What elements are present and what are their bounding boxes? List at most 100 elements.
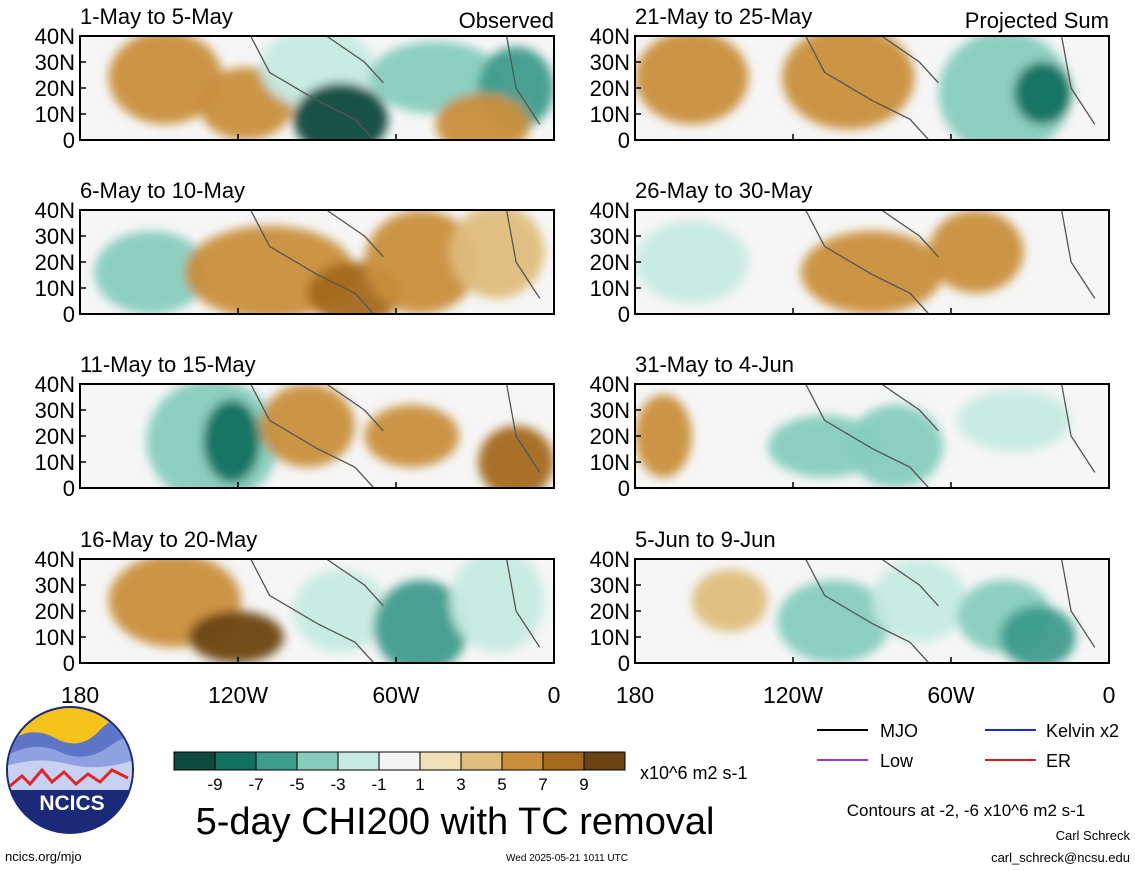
latitude-tick-label: 20N bbox=[35, 250, 75, 275]
colorbar-swatch bbox=[173, 751, 216, 771]
colorbar-tick-label: 9 bbox=[579, 775, 588, 794]
colorbar-tick-label: 3 bbox=[456, 775, 465, 794]
shading-region bbox=[94, 230, 208, 314]
panel-date-range: 6-May to 10-May bbox=[80, 178, 245, 203]
shading-region bbox=[373, 579, 469, 663]
colorbar-tick-label: -9 bbox=[207, 775, 222, 794]
chi200-shading bbox=[635, 210, 1024, 314]
colorbar-swatch bbox=[214, 751, 257, 771]
chi200-shading bbox=[108, 559, 545, 663]
column-label: Projected Sum bbox=[965, 8, 1109, 33]
longitude-tick-label: 0 bbox=[548, 682, 561, 708]
latitude-tick-label: 10N bbox=[590, 450, 630, 475]
coastline bbox=[805, 384, 1096, 488]
shading-region bbox=[635, 36, 749, 125]
latitude-tick-label: 0 bbox=[63, 651, 75, 676]
chi200-shading bbox=[94, 210, 545, 314]
latitude-tick-label: 20N bbox=[590, 250, 630, 275]
latitude-tick-label: 40N bbox=[590, 198, 630, 223]
latitude-tick-label: 30N bbox=[35, 50, 75, 75]
latitude-tick-label: 20N bbox=[35, 76, 75, 101]
coastline bbox=[805, 36, 1096, 140]
chi200-shading bbox=[635, 389, 1072, 488]
shading-region bbox=[478, 425, 554, 488]
longitude-tick-label: 120W bbox=[763, 682, 823, 708]
shading-region bbox=[260, 384, 355, 468]
colorbar-tick-label: 5 bbox=[497, 775, 506, 794]
longitude-tick-label: 120W bbox=[208, 682, 268, 708]
chi200-shading bbox=[108, 36, 554, 140]
chart-title: 5-day CHI200 with TC removal bbox=[196, 801, 715, 843]
latitude-tick-label: 20N bbox=[35, 599, 75, 624]
latitude-tick-label: 0 bbox=[618, 302, 630, 327]
panel-date-range: 11-May to 15-May bbox=[80, 352, 256, 377]
panel-date-range: 31-May to 4-Jun bbox=[635, 352, 794, 377]
colorbar-swatch bbox=[542, 751, 585, 771]
shading-region bbox=[364, 210, 479, 314]
latitude-tick-label: 0 bbox=[618, 128, 630, 153]
colorbar-swatch bbox=[255, 751, 298, 771]
latitude-tick-label: 30N bbox=[590, 50, 630, 75]
shading-region bbox=[108, 36, 223, 125]
colorbar-swatch bbox=[378, 751, 421, 771]
timestamp: Wed 2025-05-21 1011 UTC bbox=[506, 853, 628, 864]
panel-date-range: 26-May to 30-May bbox=[635, 178, 812, 203]
shading-region bbox=[957, 389, 1072, 452]
latitude-tick-label: 0 bbox=[618, 651, 630, 676]
latitude-tick-label: 20N bbox=[35, 424, 75, 449]
colorbar-swatch bbox=[460, 751, 503, 771]
coastline bbox=[250, 210, 541, 314]
latitude-tick-label: 30N bbox=[35, 398, 75, 423]
latitude-tick-label: 40N bbox=[590, 24, 630, 49]
site-url: ncics.org/mjo bbox=[5, 849, 82, 864]
latitude-tick-label: 40N bbox=[35, 372, 75, 397]
shading-region bbox=[848, 404, 944, 488]
longitude-tick-label: 0 bbox=[1103, 682, 1116, 708]
longitude-tick-label: 180 bbox=[61, 682, 99, 708]
shading-region bbox=[691, 569, 768, 632]
shading-region bbox=[635, 220, 749, 304]
longitude-tick-label: 180 bbox=[616, 682, 654, 708]
author-name: Carl Schreck bbox=[1056, 828, 1131, 843]
shading-region bbox=[800, 230, 944, 314]
ncics-logo: NCICS bbox=[6, 706, 134, 834]
latitude-tick-label: 0 bbox=[63, 128, 75, 153]
longitude-tick-label: 60W bbox=[927, 682, 975, 708]
colorbar-tick-label: -7 bbox=[248, 775, 263, 794]
latitude-tick-label: 0 bbox=[63, 476, 75, 501]
latitude-tick-label: 30N bbox=[590, 573, 630, 598]
author-email: carl_schreck@ncsu.edu bbox=[991, 850, 1130, 865]
latitude-tick-label: 40N bbox=[35, 24, 75, 49]
shading-region bbox=[781, 36, 915, 130]
panel-date-range: 5-Jun to 9-Jun bbox=[635, 527, 776, 552]
latitude-tick-label: 10N bbox=[35, 102, 75, 127]
colorbar-swatch bbox=[419, 751, 462, 771]
coastline bbox=[805, 210, 1096, 314]
latitude-tick-label: 40N bbox=[590, 547, 630, 572]
shading-region bbox=[203, 399, 261, 483]
latitude-tick-label: 30N bbox=[590, 398, 630, 423]
colorbar-units: x10^6 m2 s-1 bbox=[640, 763, 748, 783]
shading-region bbox=[435, 93, 531, 140]
coastline bbox=[250, 36, 541, 140]
coastline bbox=[805, 559, 1096, 663]
shading-region bbox=[635, 394, 692, 478]
chi200-shading bbox=[635, 36, 1072, 140]
panel-date-range: 1-May to 5-May bbox=[80, 4, 233, 29]
shading-region bbox=[293, 569, 389, 653]
latitude-tick-label: 10N bbox=[35, 276, 75, 301]
coastline bbox=[250, 384, 541, 488]
legend-label-low: Low bbox=[880, 751, 914, 771]
colorbar-swatch bbox=[583, 751, 626, 771]
latitude-tick-label: 40N bbox=[590, 372, 630, 397]
contour-legend: MJO Kelvin x2 Low ER bbox=[817, 721, 1119, 771]
shading-region bbox=[449, 559, 545, 653]
colorbar-tick-label: -3 bbox=[330, 775, 345, 794]
latitude-tick-label: 20N bbox=[590, 424, 630, 449]
logo-text: NCICS bbox=[39, 792, 104, 815]
